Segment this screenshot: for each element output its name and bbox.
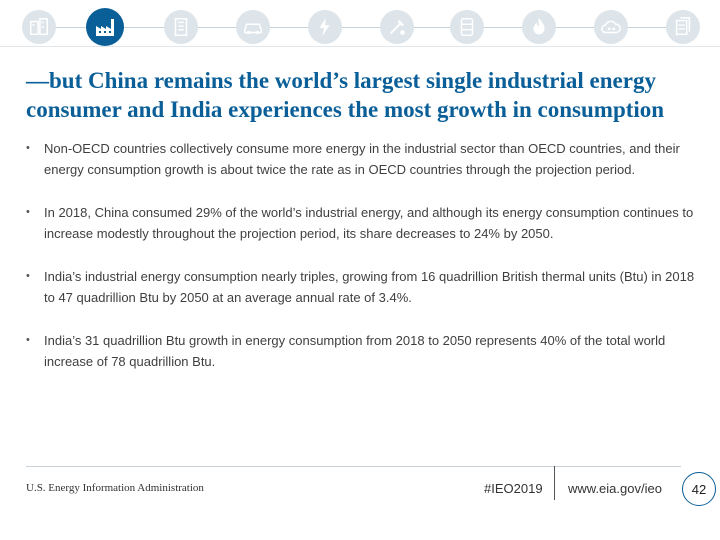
bullet-item: • In 2018, China consumed 29% of the wor… [26, 202, 706, 244]
nav-connector-line [54, 27, 674, 28]
industrial-factory-icon[interactable] [86, 8, 124, 46]
bullet-mark: • [26, 334, 30, 346]
transportation-car-icon[interactable] [236, 10, 270, 44]
footer-divider-line [26, 466, 681, 467]
documents-icon[interactable] [666, 10, 700, 44]
page-number: 42 [682, 472, 716, 506]
bullet-text: In 2018, China consumed 29% of the world… [44, 205, 694, 241]
footer-vertical-divider [554, 466, 555, 500]
bullet-mark: • [26, 142, 30, 154]
top-navigation [0, 0, 720, 56]
footer-hashtag[interactable]: #IEO2019 [484, 481, 543, 496]
nav-underline [0, 46, 720, 47]
petroleum-barrel-icon[interactable] [450, 10, 484, 44]
bullet-text: Non-OECD countries collectively consume … [44, 141, 680, 177]
bullet-item: • India’s 31 quadrillion Btu growth in e… [26, 330, 706, 372]
footer-organization: U.S. Energy Information Administration [26, 482, 204, 494]
buildings-icon[interactable] [22, 10, 56, 44]
slide-title: —but China remains the world’s largest s… [26, 68, 665, 122]
bullet-list: • Non-OECD countries collectively consum… [26, 138, 706, 372]
bullet-mark: • [26, 206, 30, 218]
natural-gas-flame-icon[interactable] [522, 10, 556, 44]
commercial-buildings-icon[interactable] [164, 10, 198, 44]
bullet-item: • India’s industrial energy consumption … [26, 266, 706, 308]
footer-url-link[interactable]: www.eia.gov/ieo [568, 481, 662, 496]
bullet-text: India’s 31 quadrillion Btu growth in ene… [44, 333, 666, 369]
bullet-mark: • [26, 270, 30, 282]
bullet-text: India’s industrial energy consumption ne… [44, 269, 695, 305]
electricity-icon[interactable] [308, 10, 342, 44]
bullet-item: • Non-OECD countries collectively consum… [26, 138, 706, 180]
renewables-tools-icon[interactable] [380, 10, 414, 44]
coal-co2-icon[interactable] [594, 10, 628, 44]
